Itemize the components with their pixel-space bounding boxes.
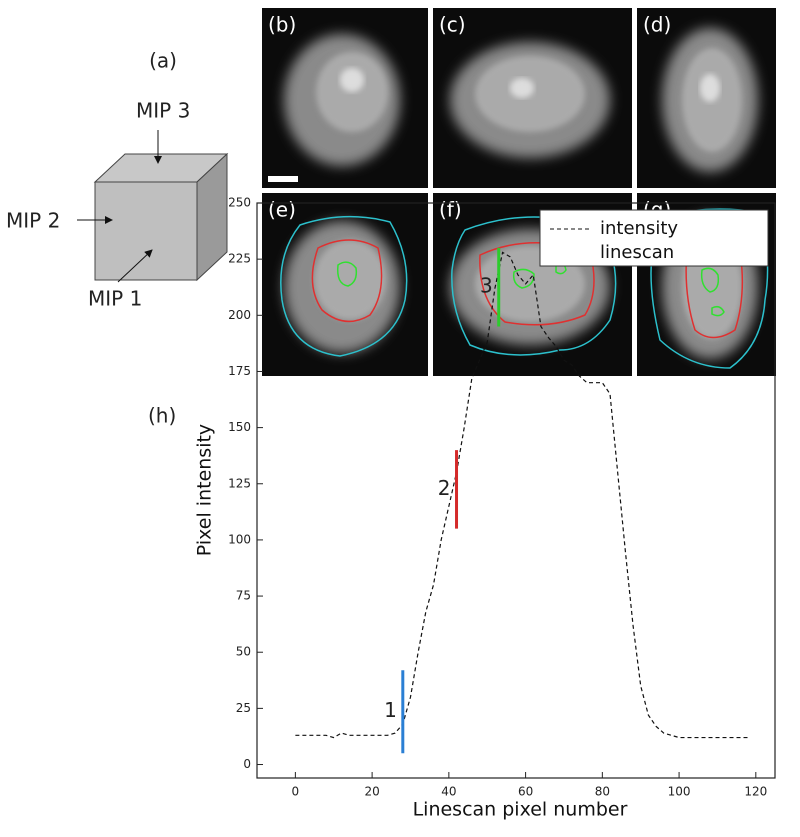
x-tick-label: 40 (441, 785, 456, 799)
x-tick-label: 80 (595, 785, 610, 799)
y-tick-label: 175 (228, 364, 251, 378)
y-axis-title: Pixel intensity (194, 424, 216, 556)
y-tick-label: 100 (228, 532, 251, 546)
plot-frame (256, 202, 776, 779)
marker-label: 1 (384, 698, 397, 722)
image-grid: (b) (c) (d) (e) (f) (g) (262, 8, 776, 376)
y-tick-label: 250 (228, 196, 251, 210)
mip-label: MIP 3 (136, 99, 190, 123)
x-tick-label: 60 (518, 785, 533, 799)
cube-diagram: (a) MIP 3 MIP 2 MIP 1 (6, 49, 229, 311)
panel-label: (d) (643, 13, 671, 37)
x-tick-label: 0 (292, 785, 300, 799)
line-series (295, 251, 749, 739)
y-tick-label: 225 (228, 252, 251, 266)
y-tick-label: 0 (243, 757, 251, 771)
legend (539, 209, 769, 267)
panel-label: (b) (268, 13, 296, 37)
panel-label: (c) (439, 13, 466, 37)
marker-label: 2 (438, 476, 451, 500)
y-tick-label: 200 (228, 308, 251, 322)
panel-label: (a) (149, 49, 177, 73)
x-tick-label: 120 (744, 785, 767, 799)
y-tick-label: 25 (236, 701, 251, 715)
mip-label: MIP 2 (6, 209, 60, 233)
panel-label: (e) (268, 198, 296, 222)
mip-label: MIP 1 (88, 287, 142, 311)
x-axis-title: Linescan pixel number (413, 799, 628, 821)
x-tick-label: 100 (668, 785, 691, 799)
panel-label: (f) (439, 198, 462, 222)
y-tick-label: 50 (236, 645, 251, 659)
x-tick-label: 20 (364, 785, 379, 799)
legend-label: intensity linescan (600, 218, 679, 263)
marker-label: 3 (480, 274, 493, 298)
y-tick-label: 150 (228, 420, 251, 434)
scale-bar (268, 176, 298, 182)
panel-label: (h) (148, 404, 176, 428)
y-tick-label: 125 (228, 476, 251, 490)
y-tick-label: 75 (236, 589, 251, 603)
